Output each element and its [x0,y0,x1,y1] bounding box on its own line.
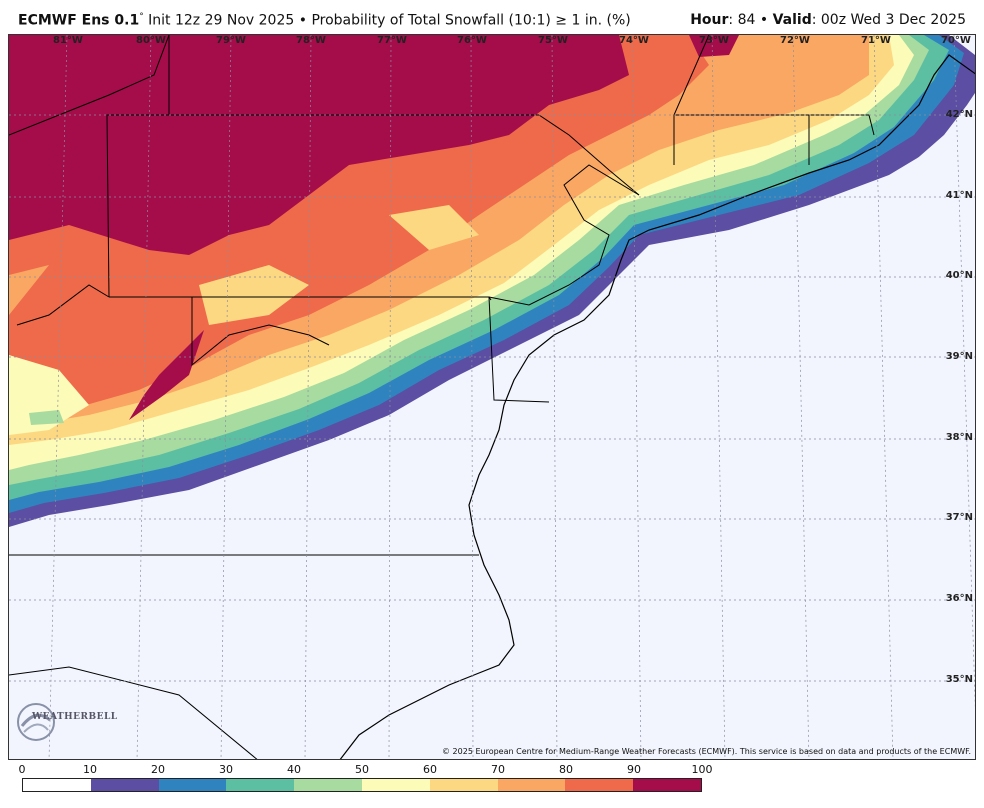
graticule [9,35,975,759]
colorbar-label: 60 [423,763,437,776]
weatherbell-logo: WEATHERBELL [14,700,117,744]
band-50-pocket [9,355,89,435]
lat-label: 38°N [945,432,973,443]
valid-info: Hour: 84 • Valid: 00z Wed 3 Dec 2025 [690,12,966,28]
init-time: Init 12z 29 Nov 2025 [148,12,295,29]
lon-label: 77°W [377,35,407,46]
colorbar-label: 0 [18,763,26,776]
hour-value: : 84 [728,12,756,28]
model-name: ECMWF Ens 0.1 [18,12,140,29]
degree-symbol: ° [139,12,144,22]
product-name: Probability of Total Snowfall (10:1) ≥ 1… [311,12,631,29]
band-40-pocket [29,410,64,425]
lon-label: 75°W [538,35,568,46]
lat-label: 41°N [945,190,973,201]
colorbar-label: 30 [219,763,233,776]
colorbar-swatch [23,779,91,791]
forecast-map[interactable]: 81°W 80°W 79°W 78°W 77°W 76°W 75°W 74°W … [8,34,976,760]
colorbar-label: 70 [491,763,505,776]
map-canvas [9,35,975,759]
colorbar-swatch [633,779,701,791]
lon-label: 71°W [861,35,891,46]
coastline [339,54,975,759]
lat-label: 42°N [945,109,973,120]
colorbar-label: 90 [627,763,641,776]
colorbar-swatch [90,779,159,791]
lon-label: 76°W [457,35,487,46]
colorbar-label: 10 [83,763,97,776]
lat-label: 39°N [945,351,973,362]
copyright-notice: © 2025 European Centre for Medium-Range … [442,747,971,756]
lat-label: 36°N [945,593,973,604]
colorbar-swatch [565,779,634,791]
colorbar-swatch [226,779,295,791]
header: ECMWF Ens 0.1° Init 12z 29 Nov 2025 • Pr… [0,0,984,34]
valid-value: : 00z Wed 3 Dec 2025 [811,12,966,28]
lat-label: 37°N [945,512,973,523]
lon-label: 70°W [941,35,971,46]
lon-label: 78°W [296,35,326,46]
map-title: ECMWF Ens 0.1° Init 12z 29 Nov 2025 • Pr… [18,12,631,29]
colorbar-swatch [497,779,566,791]
swirl-icon [17,703,55,741]
valid-label: Valid [772,12,812,28]
lon-label: 79°W [216,35,246,46]
valid-bullet: • [759,12,769,28]
lon-label: 72°W [780,35,810,46]
colorbar-swatch [158,779,227,791]
lat-label: 35°N [945,674,973,685]
lon-label: 81°W [53,35,83,46]
colorbar-label: 100 [691,763,713,776]
lon-label: 74°W [619,35,649,46]
lon-label: 80°W [136,35,166,46]
band-60-pocket [199,205,479,325]
colorbar-label: 20 [151,763,165,776]
colorbar-label: 40 [287,763,301,776]
colorbar-swatch [294,779,362,791]
lon-label: 73°W [699,35,729,46]
lat-label: 40°N [945,270,973,281]
hour-label: Hour [690,12,729,28]
logo-text: WEATHERBELL [32,712,118,722]
colorbar-swatch [429,779,498,791]
band-90 [9,35,739,420]
colorbar-label: 80 [559,763,573,776]
colorbar-swatch [361,779,430,791]
colorbar-label: 50 [355,763,369,776]
legend-colorbar [22,778,702,792]
title-bullet: • [298,12,307,29]
ocean-area [9,93,975,759]
